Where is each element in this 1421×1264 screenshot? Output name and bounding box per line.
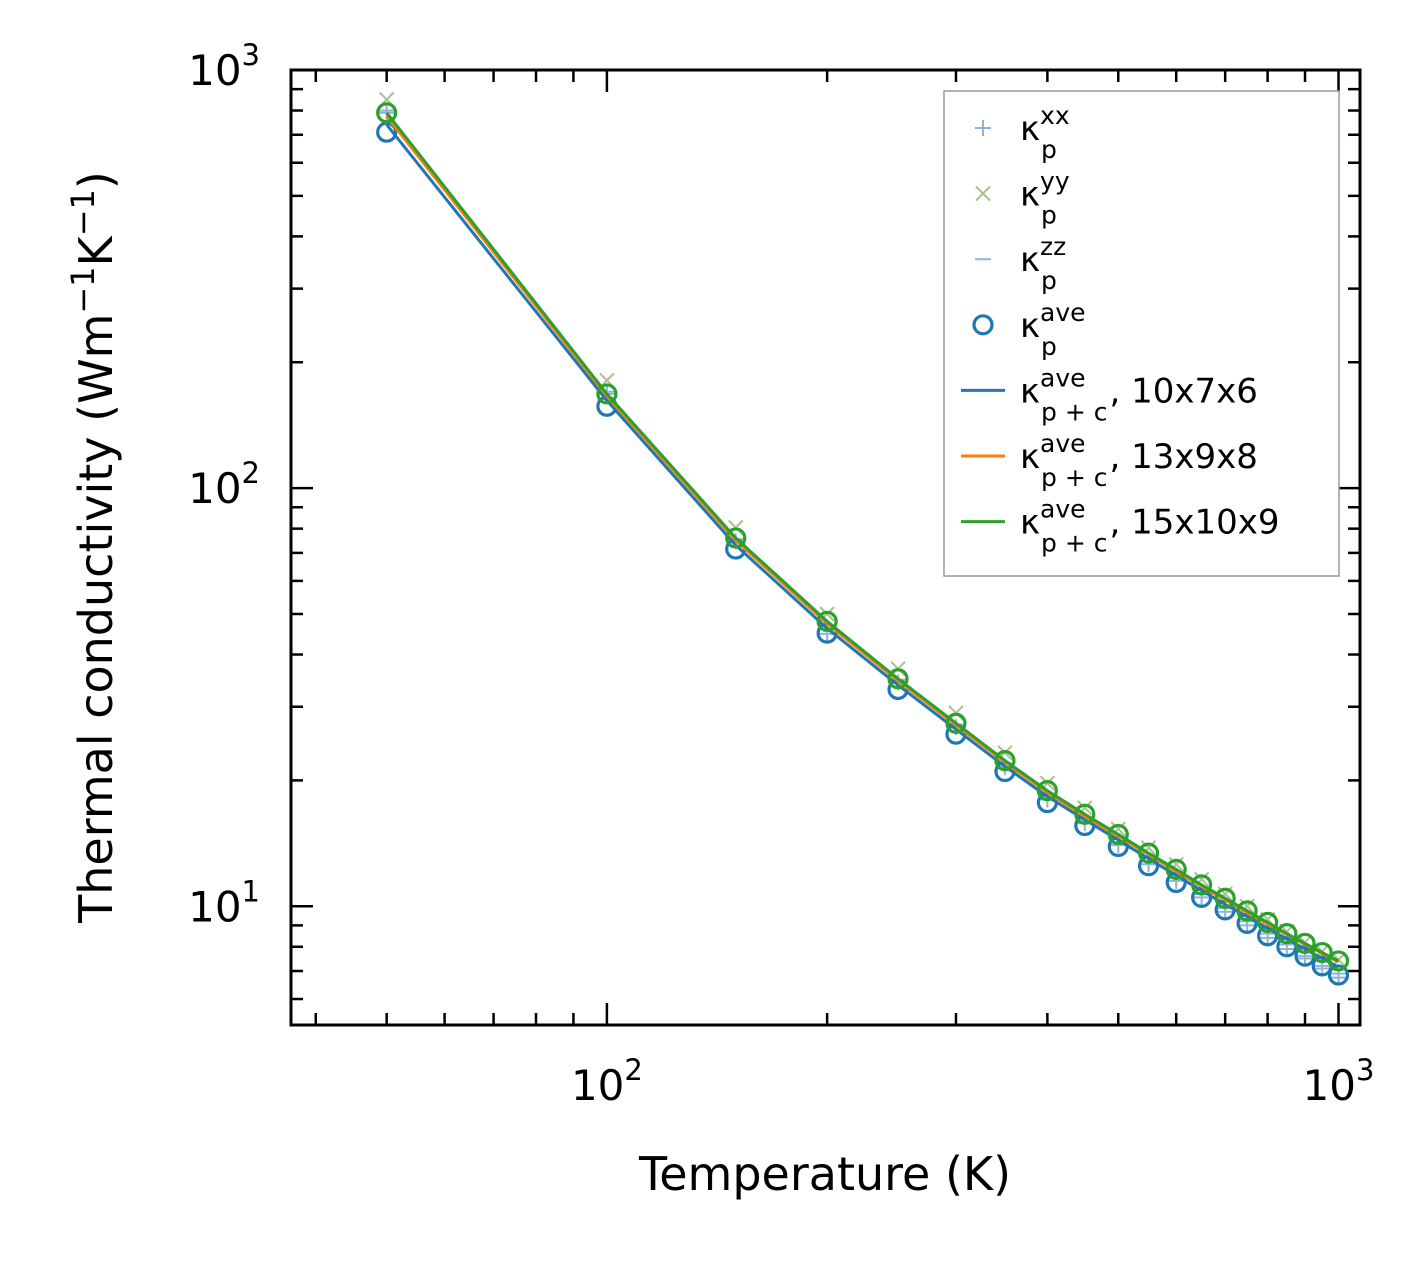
series-kpc_ave_10x7x6 xyxy=(385,123,1340,969)
series-layer xyxy=(376,91,1350,986)
point-kpc_ave_15x10x9_markers-18 xyxy=(1311,941,1333,964)
x-tick-label-0: 102 xyxy=(571,1053,643,1110)
legend-handle-kp_xx xyxy=(975,120,991,136)
y-axis-label-prefix: Thermal conductivity (Wm xyxy=(69,314,123,924)
x-tick-labels: 102 103 xyxy=(571,1053,1375,1110)
point-kpc_ave_15x10x9_markers-7 xyxy=(1036,780,1058,802)
legend-label-kpc_ave_13x9x8: κave p + c, 13x9x8 xyxy=(1020,429,1258,492)
line-kpc_ave_10x7x6 xyxy=(385,123,1340,969)
legend-label-kpc_ave_10x7x6: κave p + c, 10x7x6 xyxy=(1020,363,1258,426)
legend-item-kpc_ave_15x10x9: κave p + c, 15x10x9 xyxy=(961,495,1280,558)
series-kpc_ave_15x10x9_markers xyxy=(376,102,1350,972)
series-kpc_ave_15x10x9 xyxy=(385,111,1340,963)
point-kpc_ave_15x10x9_markers-1 xyxy=(596,383,618,405)
legend-handle-kp_yy xyxy=(975,185,991,202)
point-kpc_ave_15x10x9_markers-0 xyxy=(376,102,398,124)
plot-frame xyxy=(289,68,1362,1027)
ticks-layer xyxy=(291,68,1360,1025)
point-kpc_ave_15x10x9_markers-19 xyxy=(1327,950,1350,972)
point-kpc_ave_15x10x9_markers-12 xyxy=(1191,874,1213,896)
y-axis-label-sup1: −1 xyxy=(64,266,102,313)
point-kpc_ave_15x10x9_markers-14 xyxy=(1236,900,1258,922)
point-kpc_ave_15x10x9_markers-8 xyxy=(1074,803,1096,825)
legend-label-kp_xx: κxx p xyxy=(1020,101,1070,164)
legend-item-kp_zz: κzz p xyxy=(975,232,1066,295)
point-kpc_ave_15x10x9_markers-6 xyxy=(994,750,1016,772)
point-kpc_ave_15x10x9_markers-2 xyxy=(725,527,747,549)
point-kpc_ave_15x10x9_markers-5 xyxy=(945,712,967,734)
point-kpc_ave_15x10x9_markers-15 xyxy=(1257,911,1279,933)
point-kpc_ave_15x10x9_markers-16 xyxy=(1276,923,1298,945)
x-axis-label: Temperature (K) xyxy=(638,1147,1011,1201)
legend-label-kpc_ave_15x10x9: κave p + c, 15x10x9 xyxy=(1020,495,1280,558)
y-axis-label: Thermal conductivity (Wm−1K−1) xyxy=(64,171,123,924)
legend-label-kp_ave: κave p xyxy=(1020,298,1086,361)
legend-item-kp_xx: κxx p xyxy=(975,101,1070,164)
legend-box xyxy=(943,90,1340,577)
legend-handle-kp_ave xyxy=(972,314,994,336)
legend-label-kp_zz: κzz p xyxy=(1020,232,1066,295)
y-axis-label-mid: K xyxy=(69,234,123,266)
point-kpc_ave_15x10x9_markers-4 xyxy=(887,668,909,690)
point-kpc_ave_15x10x9_markers-13 xyxy=(1214,887,1236,909)
point-kpc_ave_15x10x9_markers-3 xyxy=(816,610,838,633)
y-axis-label-suffix: ) xyxy=(69,171,123,189)
x-tick-label-1: 103 xyxy=(1303,1053,1375,1110)
legend-item-kpc_ave_10x7x6: κave p + c, 10x7x6 xyxy=(961,363,1258,426)
legend-item-kpc_ave_13x9x8: κave p + c, 13x9x8 xyxy=(961,429,1258,492)
y-tick-label-1: 102 xyxy=(188,456,260,513)
legend-item-kp_yy: κyy p xyxy=(975,167,1070,230)
y-tick-labels: 101 102 103 xyxy=(188,38,260,931)
y-axis-label-sup2: −1 xyxy=(64,189,102,236)
point-kpc_ave_15x10x9_markers-9 xyxy=(1107,823,1129,846)
legend-label-kp_yy: κyy p xyxy=(1020,167,1070,230)
point-kpc_ave_15x10x9_markers-11 xyxy=(1165,858,1187,881)
y-tick-label-2: 103 xyxy=(188,38,260,95)
legend-item-kp_ave: κave p xyxy=(972,298,1086,361)
point-kpc_ave_15x10x9_markers-17 xyxy=(1294,932,1316,955)
line-kpc_ave_15x10x9 xyxy=(385,111,1340,963)
point-kpc_ave_15x10x9_markers-10 xyxy=(1137,842,1160,864)
y-tick-label-0: 101 xyxy=(188,874,260,931)
